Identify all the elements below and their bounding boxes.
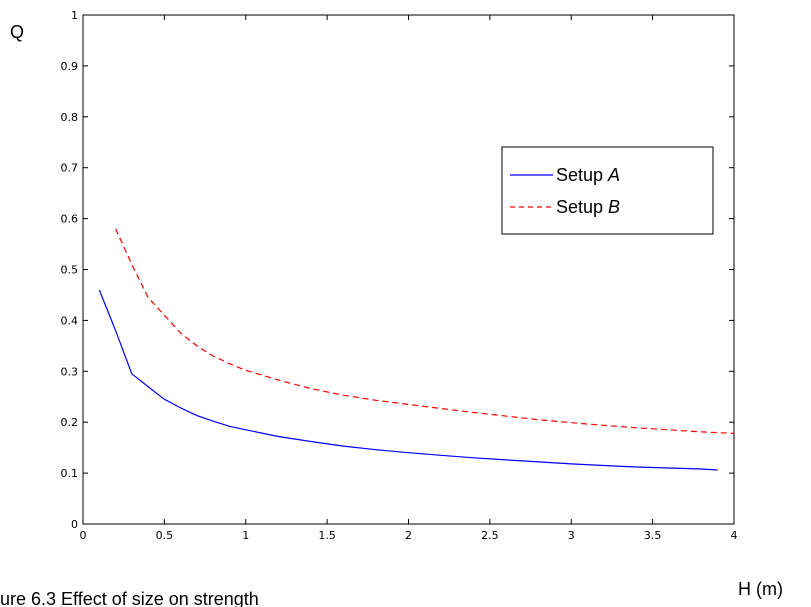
series-line-setup-a [98, 289, 718, 471]
y-tick-label: 0.9 [61, 60, 79, 73]
y-tick-label: 0.1 [61, 467, 79, 480]
x-tick-label: 2.5 [481, 529, 499, 542]
legend-label-setup-b: Setup B [556, 197, 620, 217]
y-tick-label: 0.3 [61, 365, 79, 378]
x-tick-label: 3 [568, 529, 575, 542]
x-axis-ticks: 0 0.5 1 1.5 2 2.5 3 3.5 4 [80, 15, 738, 542]
y-tick-label: 0.6 [61, 213, 79, 226]
y-tick-label: 1 [71, 9, 78, 22]
figure-caption: ure 6.3 Effect of size on strength [0, 589, 259, 607]
x-tick-label: 4 [731, 529, 738, 542]
x-tick-label: 2 [405, 529, 412, 542]
x-tick-label: 1 [242, 529, 249, 542]
legend-label-setup-a: Setup A [556, 165, 620, 185]
legend: Setup A Setup B [501, 146, 714, 235]
x-axis-title: H (m) [738, 579, 783, 599]
x-tick-label: 0.5 [156, 529, 174, 542]
y-tick-label: 0.7 [61, 162, 79, 175]
y-axis-ticks: 0 0.1 0.2 0.3 0.4 0.5 0.6 0.7 0.8 0.9 1 [61, 9, 734, 531]
x-tick-label: 3.5 [644, 529, 662, 542]
y-tick-label: 0 [71, 518, 78, 531]
x-tick-label: 1.5 [318, 529, 336, 542]
y-tick-label: 0.5 [61, 264, 79, 277]
y-tick-label: 0.4 [61, 314, 79, 327]
series-layer [98, 228, 735, 471]
y-axis-title: Q [10, 22, 24, 42]
legend-box [501, 146, 714, 235]
series-line-setup-b [115, 228, 735, 434]
y-tick-label: 0.2 [61, 416, 79, 429]
plot-area [82, 14, 735, 525]
y-tick-label: 0.8 [61, 111, 79, 124]
x-tick-label: 0 [80, 529, 87, 542]
